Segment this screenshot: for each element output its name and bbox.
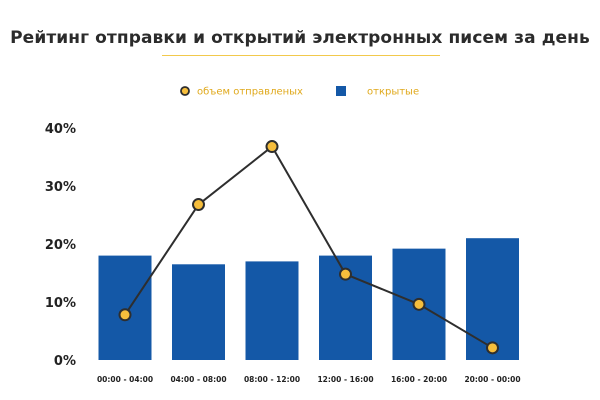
chart-title: Рейтинг отправки и открытий электронных … (10, 28, 590, 48)
line-point (412, 297, 426, 311)
legend-label-bar: открытые (367, 87, 419, 98)
legend: объем отправленых открытые (180, 86, 419, 98)
x-tick-label: 12:00 - 16:00 (317, 375, 373, 384)
title-underline (162, 55, 440, 56)
bar (245, 261, 299, 360)
y-tick-label: 30% (45, 180, 76, 195)
line-point (265, 140, 279, 154)
x-tick-label: 20:00 - 00:00 (464, 375, 520, 384)
line-point (339, 267, 352, 281)
legend-marker-line (180, 86, 190, 96)
y-tick-label: 10% (45, 296, 76, 311)
y-tick-label: 40% (45, 122, 76, 137)
legend-label-line: объем отправленых (197, 87, 303, 98)
line-point (192, 198, 205, 212)
bar (466, 238, 519, 360)
line-point (486, 341, 499, 355)
y-axis: 0% 10% 20% 30% 40% (45, 122, 76, 369)
bar-series (98, 238, 519, 360)
bar (172, 264, 225, 360)
y-tick-label: 0% (54, 354, 76, 369)
x-tick-label: 16:00 - 20:00 (391, 375, 447, 384)
x-tick-label: 04:00 - 08:00 (170, 375, 226, 384)
x-tick-label: 00:00 - 04:00 (97, 375, 153, 384)
bar (98, 255, 152, 360)
series-line (124, 145, 494, 349)
legend-marker-bar (336, 86, 346, 96)
y-tick-label: 20% (45, 238, 76, 253)
line-point (118, 308, 132, 322)
x-tick-label: 08:00 - 12:00 (244, 375, 300, 384)
x-axis: 00:00 - 04:00 04:00 - 08:00 08:00 - 12:00 1… (97, 375, 521, 384)
line-series (118, 140, 499, 355)
